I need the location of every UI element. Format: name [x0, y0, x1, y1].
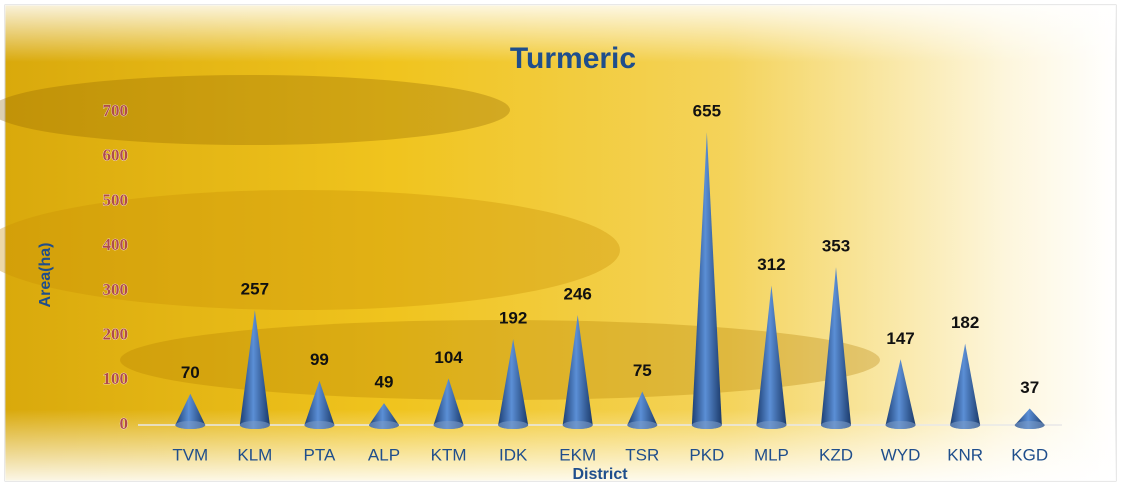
cone — [756, 285, 787, 429]
data-label: 257 — [241, 280, 269, 299]
cone-part — [1014, 421, 1045, 429]
cone-part — [433, 421, 464, 429]
chart-title: Turmeric — [510, 42, 636, 75]
cone — [885, 359, 916, 429]
x-tick-label: KNR — [947, 445, 983, 464]
y-tick-label: 600 — [103, 146, 129, 165]
cone-part — [498, 339, 529, 429]
cone-part — [433, 378, 464, 429]
cone-part — [885, 359, 916, 429]
data-label: 312 — [757, 255, 785, 274]
cone-part — [304, 380, 335, 429]
cone-part — [691, 132, 722, 429]
y-tick-label: 500 — [103, 190, 129, 209]
cone-part — [562, 421, 593, 429]
x-tick-label: ALP — [368, 445, 400, 464]
data-label: 182 — [951, 313, 979, 332]
data-label: 37 — [1020, 378, 1039, 397]
cone — [369, 403, 399, 429]
cone-part — [239, 310, 270, 429]
cone — [239, 310, 270, 429]
data-label: 147 — [886, 329, 914, 348]
x-tick-label: KLM — [237, 445, 272, 464]
y-tick-label: 700 — [103, 101, 129, 120]
x-tick-label: EKM — [559, 445, 596, 464]
x-tick-label: MLP — [754, 445, 789, 464]
cone — [175, 393, 206, 429]
cone-part — [562, 315, 593, 429]
y-axis-label: Area(ha) — [37, 243, 54, 308]
x-tick-label: KGD — [1011, 445, 1048, 464]
cone-part — [885, 421, 916, 429]
data-label: 99 — [310, 350, 329, 369]
cone-part — [239, 421, 270, 429]
x-tick-label: TVM — [172, 445, 208, 464]
cone-part — [756, 285, 787, 429]
cone-part — [175, 393, 206, 429]
cone-part — [627, 391, 658, 429]
cone — [691, 132, 722, 429]
cone-part — [821, 267, 851, 429]
cone — [821, 267, 851, 429]
data-label: 353 — [822, 237, 850, 256]
cone — [304, 380, 335, 429]
cone-part — [950, 421, 981, 429]
y-tick-label: 100 — [103, 369, 129, 388]
x-tick-label: KTM — [431, 445, 467, 464]
cone-part — [304, 421, 335, 429]
cone — [562, 315, 593, 429]
x-tick-label: TSR — [625, 445, 659, 464]
y-tick-label: 300 — [103, 280, 129, 299]
x-axis-label: District — [572, 466, 628, 483]
x-tick-label: WYD — [881, 445, 921, 464]
x-tick-label: PKD — [689, 445, 724, 464]
cone-part — [175, 421, 206, 429]
data-label: 655 — [693, 102, 721, 121]
y-tick-label: 200 — [103, 324, 129, 343]
cone-part — [369, 421, 399, 429]
data-label: 192 — [499, 309, 527, 328]
data-label: 75 — [633, 361, 652, 380]
cone-part — [627, 421, 658, 429]
cone-part — [691, 421, 722, 429]
overlay — [5, 5, 1116, 481]
data-label: 49 — [375, 373, 394, 392]
cone-part — [498, 421, 529, 429]
cone — [433, 378, 464, 429]
x-tick-label: KZD — [819, 445, 853, 464]
cone — [950, 343, 981, 429]
cone — [498, 339, 529, 429]
y-tick-label: 0 — [120, 414, 129, 433]
cone — [1014, 408, 1045, 429]
cone-part — [756, 421, 787, 429]
cone-part — [950, 343, 981, 429]
x-tick-label: IDK — [499, 445, 528, 464]
x-tick-label: PTA — [304, 445, 336, 464]
y-tick-label: 400 — [103, 235, 129, 254]
data-label: 246 — [564, 284, 592, 303]
data-label: 70 — [181, 363, 200, 382]
cone-part — [821, 421, 851, 429]
data-label: 104 — [434, 348, 463, 367]
cone — [627, 391, 658, 429]
